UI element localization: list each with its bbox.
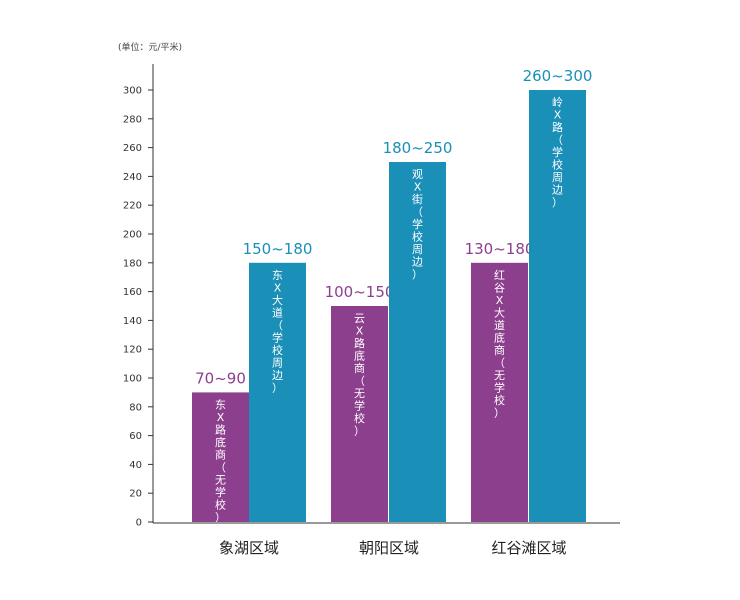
bar-inner-label: 东 X 路底商（无学校） [215, 398, 226, 524]
bar-range-label: 130~180 [465, 240, 535, 258]
bars: 70~90 东 X 路底商（无学校） 150~180 东 X 大道（学校周边） 100~150 云… [192, 67, 592, 524]
x-axis: 象湖区域 朝阳区域 红谷滩区域 [219, 539, 567, 557]
bar [331, 306, 388, 522]
y-tick-label: 160 [123, 287, 142, 298]
y-tick-label: 0 [136, 518, 142, 529]
y-tick-label: 180 [123, 258, 142, 269]
y-tick-label: 200 [123, 230, 142, 241]
y-tick-label: 260 [123, 143, 142, 154]
bar-inner-label: 观 X 街（学校周边） [412, 168, 423, 281]
bar [471, 262, 528, 522]
bar [192, 392, 249, 522]
bar [529, 90, 586, 522]
y-tick-label: 40 [129, 460, 142, 471]
bar-range-label: 100~150 [325, 283, 395, 301]
y-axis: 0 20 40 60 80 100 120 140 160 180 200 220 240 260 280 3… [123, 64, 620, 529]
y-tick-label: 60 [129, 431, 142, 442]
bar-inner-label: 云 X 路底商（无学校） [354, 312, 365, 438]
bar-range-label: 180~250 [383, 139, 453, 157]
y-tick-label: 80 [129, 402, 142, 413]
y-tick-label: 220 [123, 201, 142, 212]
unit-label: (单位：元/平米) [118, 41, 182, 53]
bar-range-label: 260~300 [523, 67, 593, 85]
bar [249, 262, 306, 522]
x-category-label: 红谷滩区域 [491, 539, 566, 557]
bar-range-label: 150~180 [243, 240, 313, 258]
y-tick-label: 280 [123, 114, 142, 125]
y-tick-label: 20 [129, 489, 142, 500]
bar [389, 162, 446, 522]
y-tick-label: 140 [123, 316, 142, 327]
y-tick-label: 300 [123, 86, 142, 97]
bar-range-label: 70~90 [195, 369, 246, 387]
bar-inner-label: 东 X 大道（学校周边） [272, 269, 283, 395]
x-category-label: 象湖区域 [219, 539, 279, 557]
y-tick-label: 120 [123, 345, 142, 356]
bar-inner-label: 岭 X 路（学校周边） [552, 95, 563, 209]
y-tick-label: 240 [123, 172, 142, 183]
bar-inner-label: 红谷 X 大道底商（无学校） [494, 269, 505, 420]
x-category-label: 朝阳区域 [359, 539, 419, 557]
y-tick-label: 100 [123, 374, 142, 385]
